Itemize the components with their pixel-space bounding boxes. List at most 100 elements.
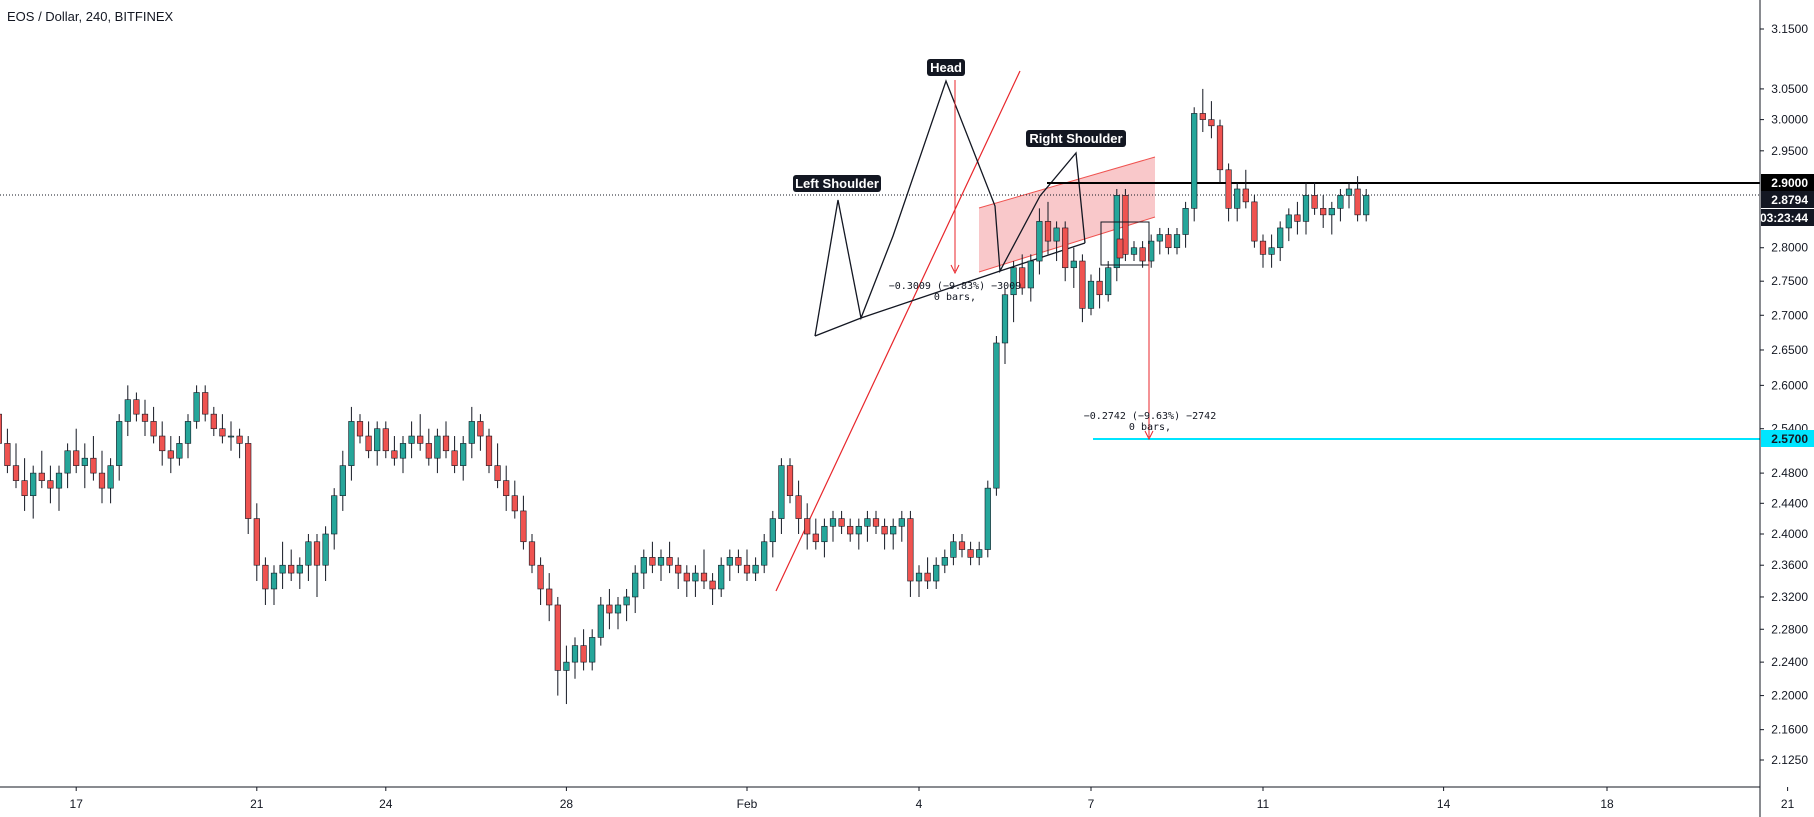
candle-body [1337, 195, 1344, 209]
candle-body [520, 510, 527, 543]
breakout-candle [1116, 238, 1124, 259]
measure-2-text-line2: 0 bars, [1129, 422, 1171, 433]
price-tag-2900-text: 2.9000 [1771, 176, 1808, 190]
candle-body [924, 572, 931, 582]
candle-body [296, 564, 303, 574]
price-tag-2570: 2.5700 [1761, 430, 1814, 447]
candle-body [709, 580, 716, 590]
time-tick-label: 17 [70, 797, 84, 811]
candle-body [1268, 247, 1275, 255]
left-shoulder-label-bg [793, 175, 881, 192]
candle-body [743, 564, 751, 574]
candle-body [967, 549, 974, 558]
price-tick-label: 2.7000 [1771, 308, 1808, 322]
candle-body [580, 645, 587, 663]
candle-body [864, 518, 871, 527]
candle-body [1087, 280, 1095, 309]
head-label[interactable]: Head [927, 59, 965, 76]
candle-body [1302, 195, 1310, 222]
candle-body [408, 435, 415, 444]
price-tick-label: 2.3600 [1771, 558, 1808, 572]
candle-body [1251, 201, 1258, 242]
neckline[interactable] [814, 242, 1086, 337]
head-and-shoulders-pattern[interactable] [814, 79, 1086, 337]
candle-body [700, 572, 708, 582]
measure-2-arrow-head [1144, 430, 1154, 441]
candle-body [1216, 125, 1224, 171]
candle-body [666, 557, 673, 566]
right-shoulder-label-text: Right Shoulder [1029, 131, 1122, 146]
left-shoulder-label-text: Left Shoulder [795, 176, 879, 191]
candle-body [1328, 208, 1335, 216]
price-tick-label: 2.2400 [1771, 655, 1808, 669]
candle-body [692, 572, 699, 582]
time-scale[interactable]: 17212428Feb471114182125Mar47 [0, 786, 1814, 811]
left-shoulder-label[interactable]: Left Shoulder [793, 175, 881, 192]
candle-body [159, 435, 166, 452]
candle-body [898, 518, 905, 527]
countdown-tag: 03:23:44 [1760, 209, 1814, 226]
right-shoulder-label-bg [1026, 130, 1126, 147]
candle-body [726, 557, 733, 566]
candle-body [1345, 188, 1353, 196]
price-tick-label: 3.0500 [1771, 82, 1808, 96]
trend-line[interactable] [775, 70, 1021, 592]
candle-body [984, 487, 991, 550]
candle-body [133, 399, 140, 415]
countdown-tag-text: 03:23:44 [1760, 211, 1808, 225]
measure-1-text-line1: −0.3009 (−9.83%) −3009 [889, 281, 1021, 292]
candle-body [1062, 227, 1069, 269]
candle-body [4, 443, 11, 466]
candle-body [597, 604, 604, 638]
candle-body [958, 541, 966, 550]
right-shoulder-label[interactable]: Right Shoulder [1026, 130, 1126, 147]
candle-body [907, 518, 914, 582]
candle-body [623, 596, 630, 606]
countdown-tag-bg [1761, 209, 1814, 226]
price-tag-2570-bg [1761, 430, 1814, 447]
candle-body [64, 450, 71, 474]
candle-body [1001, 294, 1009, 344]
time-tick-label: 21 [250, 797, 264, 811]
price-tick-label: 2.4800 [1771, 466, 1808, 480]
candle-body [614, 604, 622, 614]
candle-body [150, 421, 157, 437]
candle-body [1044, 221, 1052, 242]
price-tag-current-text: 2.8794 [1771, 193, 1808, 207]
candle-body [124, 399, 131, 422]
candle-body [546, 588, 553, 606]
candle-body [1105, 267, 1112, 296]
candle-body [262, 564, 269, 590]
candle-body [425, 443, 432, 459]
candle-body [356, 421, 364, 437]
candle-body [993, 342, 1000, 489]
projection-measure-1[interactable]: −0.3009 (−9.83%) −3009 0 bars, [889, 80, 1021, 303]
candle-body [1122, 195, 1129, 255]
price-scale[interactable]: 3.1500 3.0500 3.0000 2.9500 2.8000 2.7500 2.70… [1759, 0, 1814, 817]
candle-body [1199, 113, 1206, 120]
projection-measure-2[interactable]: −0.2742 (−9.63%) −2742 0 bars, [1084, 221, 1216, 441]
candle-body [752, 564, 759, 574]
candle-body [683, 572, 690, 582]
price-tag-current: 2.8794 [1761, 191, 1814, 208]
measure-2-text-line1: −0.2742 (−9.63%) −2742 [1084, 411, 1216, 422]
symbol-title: EOS / Dollar, 240, BITFINEX [7, 9, 173, 24]
candle-body [1354, 188, 1361, 216]
candle-body [1173, 234, 1181, 249]
candle-body [81, 457, 88, 466]
head-label-bg [927, 59, 965, 76]
candle-body [915, 572, 923, 582]
candle-body [391, 450, 398, 459]
candle-body [778, 465, 785, 519]
price-tick-label: 2.1250 [1771, 753, 1808, 767]
time-tick-label: 18 [1600, 797, 1614, 811]
candle-body [1208, 119, 1215, 127]
candle-body [331, 495, 338, 535]
candle-body [528, 541, 536, 566]
candle-body [1096, 280, 1103, 296]
candle-body [184, 421, 192, 444]
candle-body [511, 495, 518, 512]
candle-body [606, 604, 613, 614]
candle-body [47, 480, 54, 489]
